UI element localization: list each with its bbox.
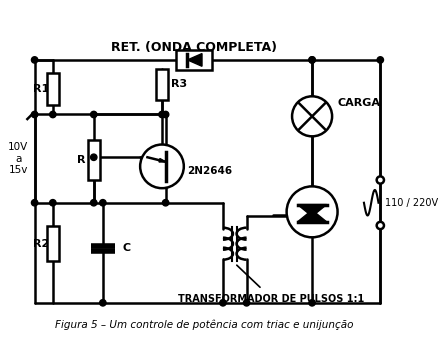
- Text: R: R: [77, 155, 86, 165]
- Circle shape: [32, 199, 38, 206]
- Circle shape: [140, 144, 184, 188]
- Circle shape: [377, 222, 384, 229]
- Circle shape: [50, 199, 56, 206]
- Circle shape: [243, 300, 250, 306]
- Circle shape: [292, 96, 332, 136]
- Bar: [88, 140, 99, 180]
- Circle shape: [32, 111, 38, 118]
- Text: R2: R2: [33, 239, 49, 249]
- Circle shape: [32, 57, 38, 63]
- Circle shape: [163, 111, 169, 118]
- Circle shape: [309, 57, 315, 63]
- Polygon shape: [297, 210, 327, 222]
- Circle shape: [91, 199, 97, 206]
- Circle shape: [220, 300, 226, 306]
- Circle shape: [99, 199, 106, 206]
- Circle shape: [91, 111, 97, 118]
- Circle shape: [91, 154, 97, 161]
- Polygon shape: [187, 54, 202, 66]
- Circle shape: [287, 186, 337, 237]
- Circle shape: [309, 57, 315, 63]
- Bar: [156, 68, 168, 100]
- Bar: [47, 73, 59, 105]
- Text: R1: R1: [33, 84, 49, 94]
- Text: C: C: [123, 243, 131, 253]
- Circle shape: [163, 199, 169, 206]
- Text: 10V
a
15v: 10V a 15v: [8, 142, 28, 175]
- Text: 2N2646: 2N2646: [187, 166, 233, 176]
- Circle shape: [309, 300, 315, 306]
- Text: 110 / 220V: 110 / 220V: [385, 198, 438, 208]
- Text: CARGA: CARGA: [337, 98, 381, 108]
- Text: Figura 5 – Um controle de potência com triac e unijunção: Figura 5 – Um controle de potência com t…: [56, 319, 354, 330]
- Text: RET. (ONDA COMPLETA): RET. (ONDA COMPLETA): [111, 41, 277, 54]
- Circle shape: [159, 111, 165, 118]
- Circle shape: [50, 111, 56, 118]
- Circle shape: [99, 300, 106, 306]
- Circle shape: [377, 57, 384, 63]
- Polygon shape: [159, 158, 166, 162]
- Polygon shape: [297, 204, 327, 216]
- Circle shape: [377, 176, 384, 184]
- Text: TRANSFORMADOR DE PULSOS 1:1: TRANSFORMADOR DE PULSOS 1:1: [178, 294, 364, 304]
- Bar: [176, 50, 212, 70]
- Text: R3: R3: [171, 80, 187, 90]
- Bar: [47, 226, 59, 261]
